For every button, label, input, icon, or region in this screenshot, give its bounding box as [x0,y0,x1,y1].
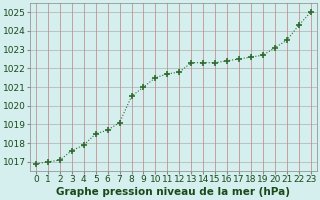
X-axis label: Graphe pression niveau de la mer (hPa): Graphe pression niveau de la mer (hPa) [56,187,290,197]
